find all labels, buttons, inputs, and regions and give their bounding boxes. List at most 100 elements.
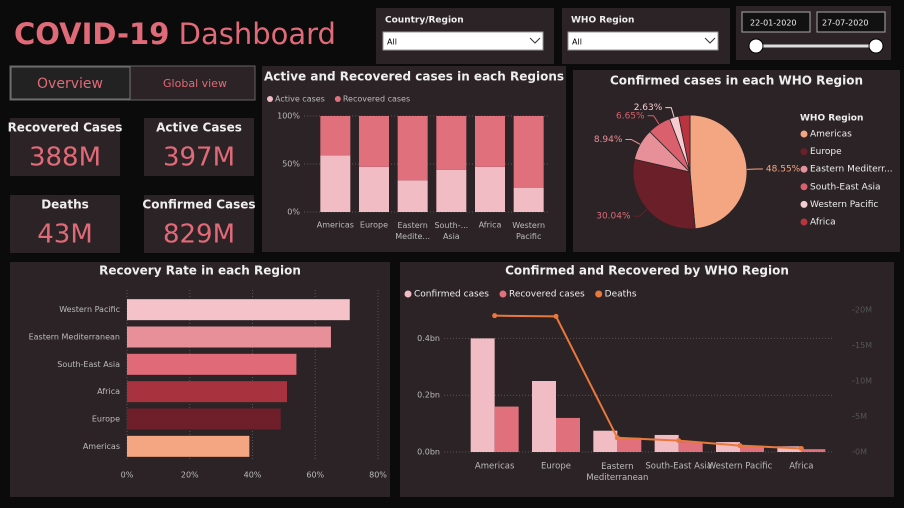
bar-segment xyxy=(320,116,351,156)
data-label: 6.65% xyxy=(616,111,645,121)
x-tick-label: Africa xyxy=(479,221,502,230)
filter-label: WHO Region xyxy=(571,16,634,26)
kpi-value: 397M xyxy=(163,143,235,173)
legend-marker xyxy=(800,165,808,173)
y-tick-label: South-East Asia xyxy=(57,360,120,369)
date-input[interactable] xyxy=(741,11,811,33)
tab-label: Overview xyxy=(37,76,103,92)
slider-handle[interactable] xyxy=(748,38,764,54)
bar-segment xyxy=(320,155,351,212)
x-tick-label: 80% xyxy=(369,471,387,480)
legend-label: Recovered cases xyxy=(343,95,410,104)
legend-label: Western Pacific xyxy=(810,200,878,210)
x-tick-label: 60% xyxy=(306,471,324,480)
x-tick-label: 20% xyxy=(181,471,199,480)
bar xyxy=(716,442,740,452)
y2-tick-label: 20M xyxy=(855,306,872,315)
bar xyxy=(127,299,350,321)
dashboard-title: COVID-19 Dashboard xyxy=(14,17,336,51)
bar xyxy=(127,381,288,403)
y-tick-label: 50% xyxy=(282,160,300,169)
dropdown[interactable] xyxy=(567,31,719,51)
leader-line xyxy=(647,115,660,125)
legend-marker xyxy=(334,96,341,102)
legend-marker xyxy=(595,290,603,298)
y-tick-label: Europe xyxy=(92,415,120,424)
bar xyxy=(678,442,703,452)
y-tick-label: Americas xyxy=(83,442,120,451)
y2-tick-label: 0M xyxy=(855,448,867,457)
filter-label: Country/Region xyxy=(385,16,464,26)
x-tick-label: South-East Asia xyxy=(645,462,712,472)
y-tick-label: Africa xyxy=(97,387,120,396)
legend-marker xyxy=(800,218,808,226)
leader-line xyxy=(665,107,675,118)
x-tick-label: Europe xyxy=(541,462,571,472)
bar xyxy=(617,437,642,452)
y2-tick-label: 5M xyxy=(855,412,867,421)
title-bold: COVID-19 xyxy=(14,17,169,51)
bar xyxy=(127,353,297,375)
slider-handle[interactable] xyxy=(868,38,884,54)
data-label: 2.63% xyxy=(634,103,663,113)
tab[interactable] xyxy=(10,66,131,100)
x-tick-label: Americas xyxy=(475,462,515,472)
bar-segment xyxy=(359,116,389,167)
legend-label: South-East Asia xyxy=(810,182,881,192)
kpi-value: 388M xyxy=(29,143,101,173)
tab[interactable] xyxy=(136,67,254,99)
kpi-label: Active Cases xyxy=(156,121,242,135)
leader-line xyxy=(633,209,648,217)
data-label: 8.94% xyxy=(594,135,623,145)
bar-segment xyxy=(359,166,389,212)
kpi-label: Confirmed Cases xyxy=(142,198,255,212)
tab-label: Global view xyxy=(163,77,227,90)
kpi-card xyxy=(10,195,120,253)
legend-label: Eastern Mediterr... xyxy=(810,165,893,175)
bar xyxy=(470,338,495,452)
x-tick-label: Americas xyxy=(317,221,354,230)
legend-marker xyxy=(800,148,808,156)
bar-segment xyxy=(436,116,467,170)
dropdown-value: All xyxy=(572,38,582,47)
date-input[interactable] xyxy=(816,11,886,33)
kpi-label: Deaths xyxy=(41,198,89,212)
legend-label: Europe xyxy=(810,147,842,157)
pie-slice xyxy=(678,114,691,173)
chart-title: Confirmed and Recovered by WHO Region xyxy=(505,264,789,278)
bar xyxy=(127,326,331,348)
y-tick-label: 100% xyxy=(277,112,300,121)
dropdown-arrow xyxy=(529,37,541,44)
y-tick-label: Western Pacific xyxy=(59,305,120,314)
bar xyxy=(801,449,826,452)
y-tick-label: 0.4bn xyxy=(417,334,440,343)
legend-label: Deaths xyxy=(605,290,637,300)
line-point xyxy=(553,313,559,319)
line-point xyxy=(737,443,743,449)
bar-segment xyxy=(513,188,544,212)
y-tick-label: 0.2bn xyxy=(417,391,440,400)
leader-line xyxy=(625,139,641,145)
line-point xyxy=(614,435,620,441)
bar xyxy=(127,435,250,457)
legend-marker xyxy=(267,96,273,102)
date-start: 22-01-2020 xyxy=(750,19,797,28)
bar xyxy=(593,430,618,452)
y2-tick-label: 15M xyxy=(855,341,872,350)
title-rest: Dashboard xyxy=(179,17,336,51)
bar-segment xyxy=(475,116,505,167)
x-tick-label: Western Pacific xyxy=(512,221,545,241)
x-tick-label: Eastern Medite... xyxy=(395,221,430,241)
line-point xyxy=(676,438,682,444)
line xyxy=(494,314,802,450)
dropdown[interactable] xyxy=(382,31,544,51)
x-tick-label: 40% xyxy=(244,471,262,480)
kpi-card xyxy=(10,118,120,176)
dropdown-value: All xyxy=(387,38,397,47)
line-point xyxy=(492,313,498,319)
legend-label: Active cases xyxy=(275,95,325,104)
legend-title: WHO Region xyxy=(800,114,863,124)
data-label: 30.04% xyxy=(596,212,631,222)
date-end: 27-07-2020 xyxy=(822,19,869,28)
kpi-card xyxy=(144,118,254,176)
